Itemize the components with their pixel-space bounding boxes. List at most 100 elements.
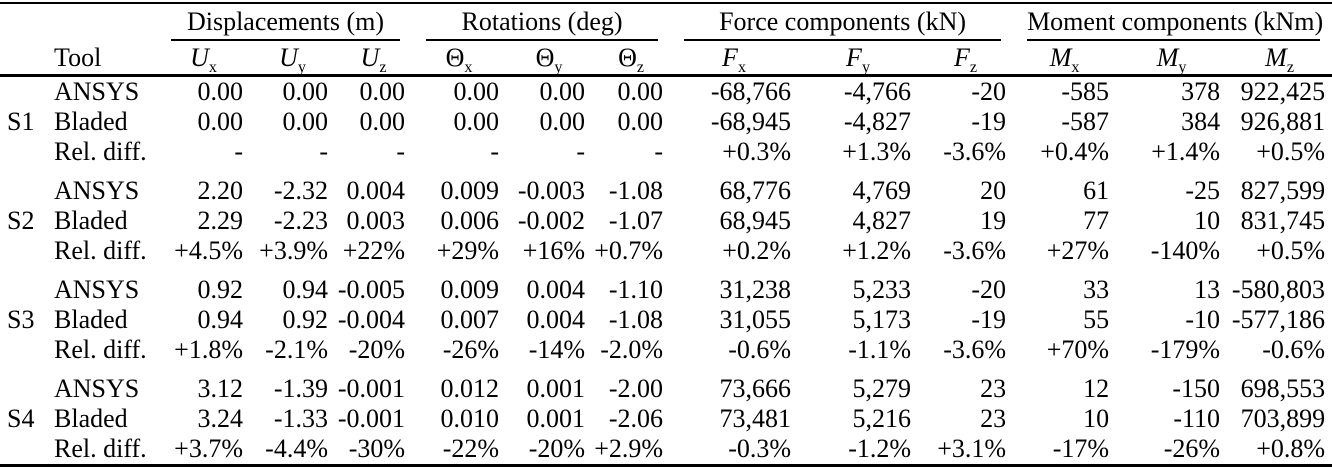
tool-cell: Bladed bbox=[54, 206, 128, 235]
value-cell: 3.24 bbox=[197, 404, 244, 433]
value-cell: 0.001 bbox=[526, 374, 586, 403]
value-column-header: Fz bbox=[918, 41, 1013, 76]
value-cell: 68,945 bbox=[719, 206, 792, 235]
value-cell: -1.08 bbox=[608, 305, 664, 334]
value-cell: 3.12 bbox=[197, 374, 244, 403]
value-cell: -68,945 bbox=[710, 107, 792, 136]
value-cell: -179% bbox=[1150, 335, 1221, 364]
column-group-header: Rotations (deg) bbox=[412, 3, 670, 41]
value-cell: -2.23 bbox=[273, 206, 328, 235]
value-cell: +1.2% bbox=[842, 236, 912, 265]
tool-cell: Rel. diff. bbox=[54, 236, 147, 265]
station-group-S3: S3 ANSYS 0.92 0.94 -0.005 0.009 0.004 -1.10 31,2… bbox=[0, 275, 1332, 365]
table-row: S4 ANSYS 3.12 -1.39 -0.001 0.012 0.001 -2.00 73,… bbox=[0, 374, 1332, 433]
value-cell: 0.00 bbox=[539, 107, 586, 136]
value-cell: +2.9% bbox=[594, 434, 664, 463]
symbol-base: M bbox=[1049, 42, 1072, 72]
value-cell: 31,238 bbox=[719, 275, 792, 304]
value-cell: -26% bbox=[442, 335, 500, 364]
value-column-header: Fx bbox=[670, 41, 798, 76]
value-cell: -577,186 bbox=[1231, 305, 1326, 334]
value-cell: 73,481 bbox=[719, 404, 792, 433]
value-column-header: Uy bbox=[250, 41, 335, 76]
value-cell: -585 bbox=[1061, 77, 1110, 106]
value-cell: 4,769 bbox=[852, 176, 912, 205]
symbol-subscript: y bbox=[861, 58, 870, 76]
value-cell: 926,881 bbox=[1240, 107, 1326, 136]
value-cell: 0.012 bbox=[440, 374, 500, 403]
value-cell: 0.006 bbox=[440, 206, 500, 235]
value-cell: -20% bbox=[528, 434, 586, 463]
value-cell: 0.004 bbox=[526, 305, 586, 334]
symbol-subscript: z bbox=[969, 58, 978, 76]
table-row: Bladed 0.94 0.92 -0.004 0.007 0.004 -1.08 31,05… bbox=[0, 305, 1332, 335]
value-column-header: My bbox=[1116, 41, 1227, 76]
value-cell: -1.1% bbox=[848, 335, 912, 364]
value-cell: -2.0% bbox=[600, 335, 664, 364]
column-group-header: Moment components (kNm) bbox=[1013, 3, 1332, 41]
value-column-header: Θy bbox=[506, 41, 592, 76]
station-group-S4: S4 ANSYS 3.12 -1.39 -0.001 0.012 0.001 -2.00 73,… bbox=[0, 374, 1332, 466]
value-cell: 0.00 bbox=[197, 107, 244, 136]
value-cell: -22% bbox=[442, 434, 500, 463]
value-cell: +1.3% bbox=[842, 137, 912, 166]
value-cell: 73,666 bbox=[719, 374, 792, 403]
value-cell: 698,553 bbox=[1240, 374, 1326, 403]
header-blank-cell bbox=[0, 3, 157, 41]
column-group-label: Displacements (m) bbox=[171, 7, 401, 41]
value-cell: +3.1% bbox=[937, 434, 1007, 463]
station-group-S1: S1 ANSYS 0.00 0.00 0.00 0.00 0.00 0.00 -68,766 -4… bbox=[0, 76, 1332, 168]
value-cell: -4.4% bbox=[265, 434, 328, 463]
value-cell: 0.004 bbox=[346, 176, 406, 205]
table-row: S3 ANSYS 0.92 0.94 -0.005 0.009 0.004 -1.10 31,2… bbox=[0, 275, 1332, 334]
value-cell: 0.92 bbox=[197, 275, 244, 304]
value-cell: -0.6% bbox=[1262, 335, 1326, 364]
value-cell: -1.2% bbox=[848, 434, 912, 463]
symbol-base: F bbox=[954, 42, 970, 72]
value-cell: +1.8% bbox=[174, 335, 243, 364]
value-cell: - bbox=[654, 137, 664, 166]
symbol-subscript: z bbox=[1286, 58, 1294, 76]
value-cell: -20 bbox=[971, 275, 1007, 304]
value-cell: 4,827 bbox=[852, 206, 912, 235]
station-label: S1 bbox=[7, 107, 35, 136]
value-cell: -17% bbox=[1052, 434, 1110, 463]
symbol-subscript: x bbox=[208, 58, 217, 76]
value-cell: -3.6% bbox=[943, 335, 1007, 364]
table-row: Rel. diff. +4.5% +3.9% +22% +29% +16% +0.7% +0.… bbox=[0, 236, 1332, 266]
column-group-label: Force components (kN) bbox=[684, 7, 1002, 41]
value-cell: 0.009 bbox=[440, 275, 500, 304]
value-cell: -0.001 bbox=[337, 404, 406, 433]
tool-cell: Bladed bbox=[54, 305, 128, 334]
value-cell: 23 bbox=[980, 404, 1007, 433]
tool-cell: Bladed bbox=[54, 107, 128, 136]
value-cell: 77 bbox=[1083, 206, 1110, 235]
spacer-cell bbox=[0, 365, 1332, 374]
value-cell: 12 bbox=[1083, 374, 1110, 403]
table-row: Rel. diff. - - - - - - +0.3% +1.3% -3.6% +0.4% +1.4… bbox=[0, 137, 1332, 167]
table-header: Displacements (m) Rotations (deg) Force co… bbox=[0, 3, 1332, 76]
value-cell: 10 bbox=[1194, 206, 1221, 235]
value-cell: 0.92 bbox=[282, 305, 329, 334]
table-row: S2 ANSYS 2.20 -2.32 0.004 0.009 -0.003 -1.08 68,… bbox=[0, 176, 1332, 235]
value-cell: +70% bbox=[1046, 335, 1110, 364]
value-cell: +0.2% bbox=[722, 236, 792, 265]
symbol-subscript: x bbox=[464, 58, 473, 76]
value-cell: -0.6% bbox=[728, 335, 792, 364]
value-column-header: Θz bbox=[592, 41, 670, 76]
column-header-row: Tool Ux Uy Uz Θx Θy Θz Fx Fy Fz Mx My Mz bbox=[0, 41, 1332, 76]
symbol-base: U bbox=[190, 42, 209, 72]
tool-cell: Rel. diff. bbox=[54, 434, 147, 463]
tool-cell: ANSYS bbox=[54, 374, 140, 403]
value-cell: 5,173 bbox=[852, 305, 912, 334]
value-cell: 0.00 bbox=[539, 77, 586, 106]
symbol-subscript: y bbox=[554, 58, 563, 76]
value-cell: -1.07 bbox=[608, 206, 664, 235]
value-cell: +0.5% bbox=[1256, 236, 1326, 265]
value-cell: +0.8% bbox=[1256, 434, 1326, 463]
value-cell: -110 bbox=[1173, 404, 1221, 433]
value-cell: 0.00 bbox=[359, 77, 406, 106]
symbol-base: U bbox=[279, 42, 298, 72]
table-row: Bladed 2.29 -2.23 0.003 0.006 -0.002 -1.07 68,9… bbox=[0, 206, 1332, 236]
value-column-header: Uz bbox=[335, 41, 412, 76]
